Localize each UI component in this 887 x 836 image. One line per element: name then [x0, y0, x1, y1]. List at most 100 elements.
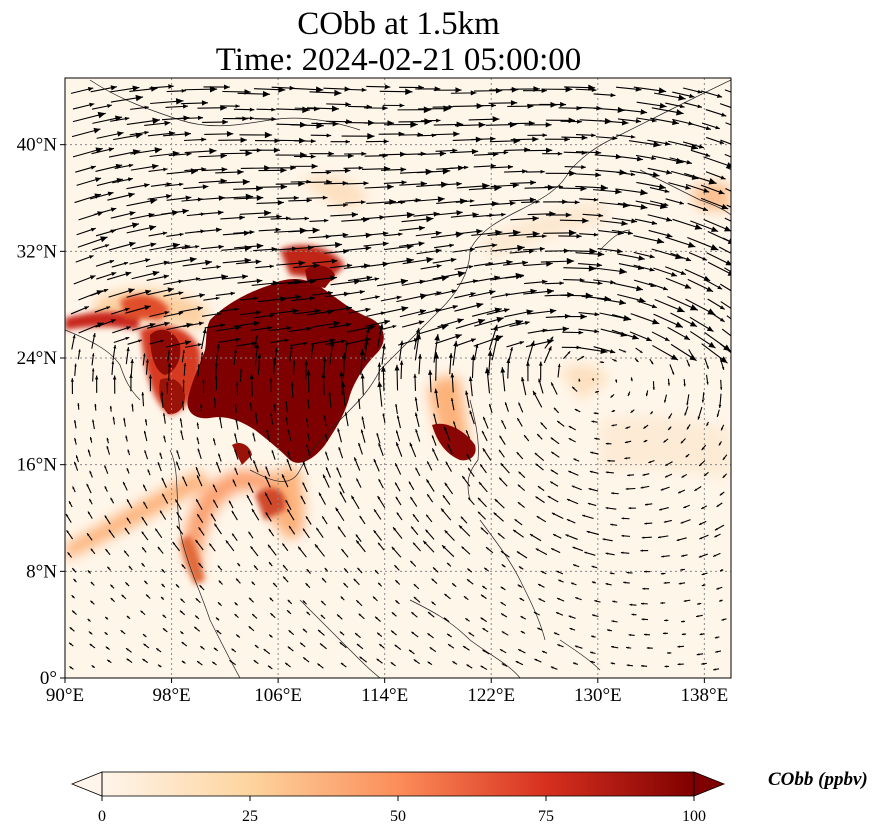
wind-vector-head — [465, 390, 469, 395]
wind-vector-head — [264, 131, 273, 139]
wind-vector-head — [480, 464, 483, 467]
wind-vector-head — [718, 189, 725, 195]
wind-vector-head — [390, 662, 394, 665]
wind-vector — [724, 267, 731, 273]
wind-vector-head — [625, 487, 629, 491]
wind-vector-head — [706, 326, 714, 332]
wind-vector-head — [138, 339, 142, 343]
wind-vector-head — [164, 310, 170, 315]
wind-vector-head — [717, 285, 723, 290]
wind-vector-head — [493, 334, 499, 342]
wind-vector-head — [400, 167, 407, 173]
wind-vector-head — [516, 452, 520, 455]
wind-vector-head — [339, 491, 343, 495]
wind-vector-head — [306, 444, 309, 448]
wind-vector-head — [466, 430, 469, 433]
wind-vector-head — [469, 247, 476, 252]
wind-vector-head — [444, 426, 448, 431]
wind-vector-head — [382, 241, 389, 247]
wind-vector-head — [410, 121, 418, 128]
wind-vector-head — [127, 449, 130, 453]
wind-vector-head — [470, 199, 475, 203]
wind-vector-head — [702, 256, 708, 261]
wind-vector-head — [419, 309, 427, 315]
wind-vector-head — [545, 122, 552, 128]
wind-vector-head — [249, 230, 255, 235]
wind-vector-head — [623, 581, 626, 584]
wind-vector-head — [590, 660, 593, 664]
wind-vector-head — [650, 411, 653, 415]
wind-vector-head — [716, 93, 723, 98]
wind-vector-head — [431, 601, 435, 605]
wind-vector-head — [209, 85, 218, 93]
wind-vector-head — [128, 163, 134, 168]
wind-vector-head — [373, 458, 377, 463]
wind-vector-head — [147, 469, 150, 473]
wind-vector-head — [242, 274, 248, 280]
wind-vector-head — [396, 512, 400, 516]
wind-vector-head — [237, 169, 244, 175]
wind-vector-head — [701, 447, 705, 451]
wind-vector-head — [575, 597, 578, 600]
wind-vector-head — [216, 265, 221, 269]
wind-vector-head — [664, 665, 668, 668]
lon-tick-label: 90°E — [46, 685, 84, 706]
wind-vector-head — [501, 613, 504, 616]
wind-vector-head — [671, 371, 675, 375]
wind-vector-head — [721, 203, 729, 210]
wind-vector-head — [304, 360, 309, 365]
wind-vector-head — [664, 189, 670, 193]
wind-vector-head — [609, 572, 613, 575]
wind-vector-head — [89, 437, 93, 440]
wind-vector-head — [677, 663, 681, 666]
wind-vector-head — [630, 134, 636, 139]
wind-vector-head — [265, 475, 268, 479]
wind-vector-head — [128, 565, 132, 569]
wind-vector-head — [519, 598, 523, 601]
wind-vector-head — [287, 646, 291, 649]
wind-vector-head — [225, 540, 229, 544]
wind-vector-head — [721, 366, 725, 370]
wind-vector-head — [254, 645, 258, 648]
wind-vector-head — [482, 182, 490, 190]
wind-vector-head — [650, 361, 654, 365]
wind-vector-head — [493, 512, 497, 516]
wind-vector-head — [651, 220, 658, 226]
wind-vector-head — [298, 546, 302, 550]
wind-vector-head — [715, 125, 720, 130]
wind-vector-head — [344, 568, 347, 571]
wind-vector-head — [224, 84, 230, 90]
wind-vector-head — [109, 260, 115, 264]
wind-vector-head — [573, 564, 576, 567]
wind-vector-head — [144, 183, 150, 188]
wind-vector-head — [107, 191, 114, 197]
wind-vector-head — [161, 583, 165, 587]
wind-vector-head — [553, 632, 557, 635]
wind-vector-head — [651, 156, 656, 161]
wind-vector-head — [658, 183, 666, 190]
wind-vector-head — [233, 349, 238, 354]
wind-vector-head — [718, 442, 722, 446]
wind-vector-head — [434, 388, 439, 394]
wind-vector-head — [664, 141, 671, 146]
wind-vector-head — [214, 362, 219, 366]
wind-vector-head — [125, 582, 129, 585]
wind-vector-head — [176, 450, 179, 453]
wind-vector-head — [401, 180, 407, 185]
wind-vector-head — [719, 493, 723, 496]
wind-vector-head — [433, 413, 436, 417]
wind-vector-head — [290, 382, 294, 386]
wind-vector-head — [175, 584, 179, 587]
wind-vector-head — [343, 249, 349, 254]
wind-vector-head — [595, 390, 598, 393]
wind-vector-head — [385, 84, 391, 90]
wind-vector-head — [342, 232, 349, 238]
wind-vector-head — [714, 636, 718, 639]
wind-vector-head — [427, 612, 431, 615]
wind-vector-head — [701, 506, 704, 509]
wind-vector-head — [365, 307, 371, 313]
wind-vector-head — [687, 363, 690, 367]
wind-vector-head — [255, 335, 258, 339]
wind-vector-head — [645, 393, 649, 397]
wind-vector-head — [423, 540, 427, 545]
